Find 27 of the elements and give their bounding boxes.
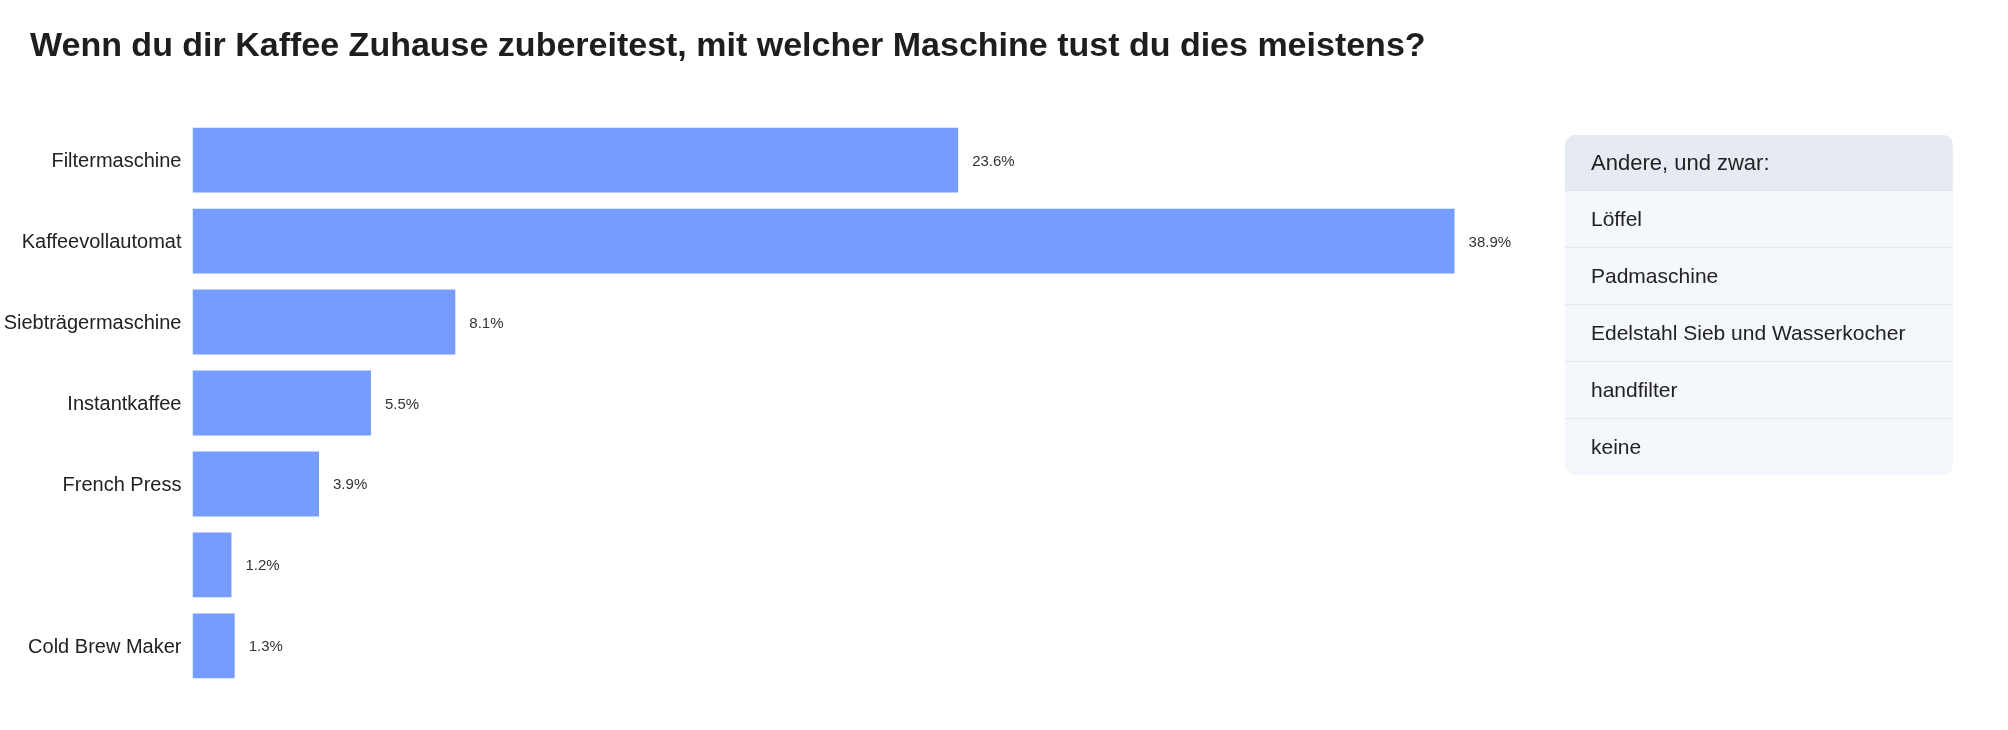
bar [192, 208, 1455, 274]
text: Löffel [1565, 190, 1953, 248]
text: handfilter [1565, 361, 1953, 419]
text: Padmaschine [1565, 247, 1953, 305]
y-tick-label: Cold Brew Maker [28, 634, 182, 657]
data-label: 23.6% [972, 151, 1015, 169]
data-label: 1.2% [245, 556, 280, 574]
data-label: 1.3% [248, 637, 283, 655]
chart-title: Wenn du dir Kaffee Zuhause zubereitest, mit welcher Maschine tust du dies meistens? [30, 24, 1426, 65]
text: Andere, und zwar: [1565, 135, 1953, 191]
y-tick-label: French Press [62, 472, 182, 495]
text: keine [1565, 418, 1953, 476]
bar [192, 532, 232, 598]
bar [192, 289, 456, 355]
data-label: 38.9% [1468, 232, 1512, 250]
y-tick-label: Siebträgermaschine [3, 311, 182, 334]
data-label: 5.5% [384, 394, 420, 412]
bar [192, 127, 959, 193]
bar [192, 370, 371, 436]
text: Edelstahl Sieb und Wasserkocher [1565, 304, 1953, 362]
bar [192, 451, 320, 517]
y-tick-label: Instantkaffee [67, 392, 182, 414]
data-label: 3.9% [333, 475, 368, 493]
data-label: 8.1% [469, 313, 504, 331]
bar [192, 613, 235, 679]
y-tick-label: Filtermaschine [51, 149, 182, 172]
y-tick-label: Kaffeevollautomat [21, 230, 182, 253]
